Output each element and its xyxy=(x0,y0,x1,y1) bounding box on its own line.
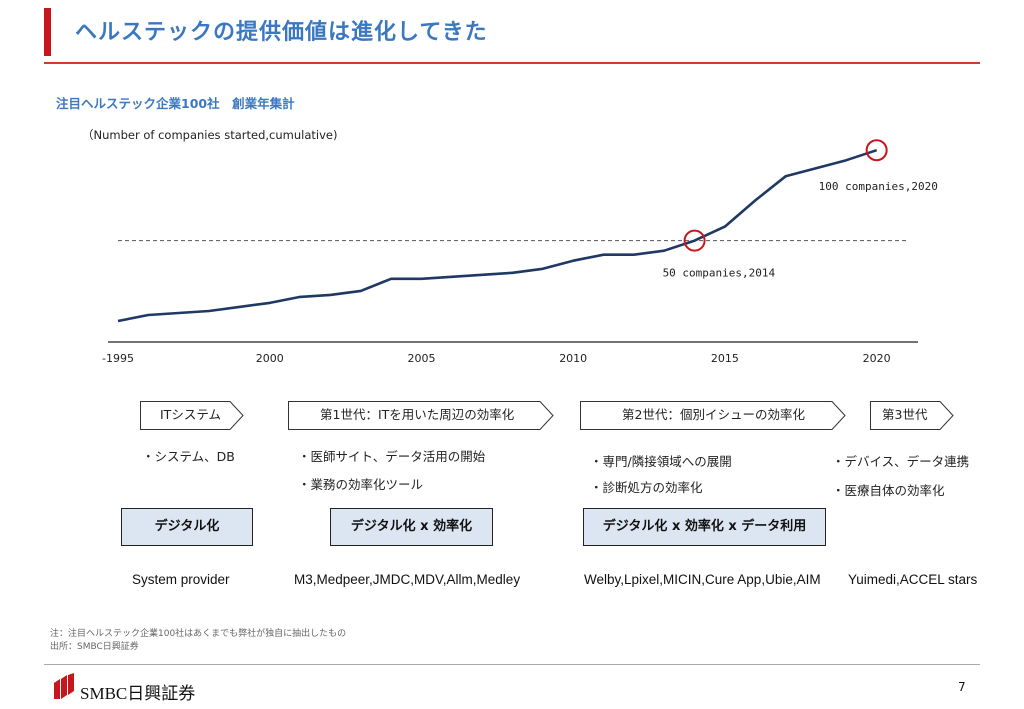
x-tick-label: 2000 xyxy=(256,352,284,365)
footnotes: 注：注目ヘルステック企業100社はあくまでも弊社が独自に抽出したもの 出所：SM… xyxy=(50,628,346,654)
bullet-item: ・業務の効率化ツール xyxy=(298,477,424,492)
series-line xyxy=(117,148,878,323)
bullet-item: ・システム、DB xyxy=(142,449,235,464)
page-title: ヘルステックの提供価値は進化してきた xyxy=(75,20,488,45)
value-box: デジタル化 x 効率化 xyxy=(330,508,493,546)
smbc-logo-icon xyxy=(54,673,74,699)
highlight-marker xyxy=(683,229,706,252)
highlight-marker xyxy=(865,139,888,162)
page-number: 7 xyxy=(958,680,966,694)
company-list: System provider xyxy=(132,572,230,587)
bullet-item: ・医師サイト、データ活用の開始 xyxy=(298,449,486,464)
cumulative-line-chart: -1995 2000 2005 2010 2015 2020 50 companies,2… xyxy=(102,139,938,365)
value-box: デジタル化 x 効率化 x データ利用 xyxy=(583,508,826,546)
stage-label: 第1世代：ITを用いた周辺の効率化 xyxy=(320,407,515,422)
source-note: 出所：SMBC日興証券 xyxy=(50,642,139,652)
stage-arrow-gen1: 第1世代：ITを用いた周辺の効率化 xyxy=(288,401,554,431)
x-tick-label: -1995 xyxy=(102,352,134,365)
footnote: 注：注目ヘルステック企業100社はあくまでも弊社が独自に抽出したもの xyxy=(50,629,347,639)
stage-arrow-gen3: 第3世代 xyxy=(870,401,954,431)
x-tick-label: 2010 xyxy=(559,352,587,365)
company-list: Yuimedi,ACCEL stars xyxy=(848,572,978,587)
chart-title: 注目ヘルステック企業100社 創業年集計 xyxy=(56,96,295,111)
footer-divider xyxy=(44,664,980,665)
company-list: M3,Medpeer,JMDC,MDV,Allm,Medley xyxy=(294,572,521,587)
bullet-item: ・診断処方の効率化 xyxy=(590,480,703,495)
x-tick-label: 2005 xyxy=(407,352,435,365)
stage-arrow-it-system: ITシステム xyxy=(140,401,244,431)
stage-label: ITシステム xyxy=(160,407,221,422)
annotation-label: 50 companies,2014 xyxy=(663,267,776,280)
title-divider xyxy=(44,62,980,64)
stage-arrow-gen2: 第2世代：個別イシューの効率化 xyxy=(580,401,846,431)
x-tick-label: 2015 xyxy=(711,352,739,365)
stage-label: 第3世代 xyxy=(882,407,928,422)
value-box: デジタル化 xyxy=(121,508,253,546)
x-tick-label: 2020 xyxy=(863,352,891,365)
title-accent-bar xyxy=(44,8,51,56)
company-list: Welby,Lpixel,MICIN,Cure App,Ubie,AIM xyxy=(584,572,821,587)
company-logo-text: SMBC日興証券 xyxy=(80,684,196,703)
y-axis-label: （Number of companies started,cumulative) xyxy=(82,128,338,142)
bullet-item: ・医療自体の効率化 xyxy=(832,483,945,498)
stage-label: 第2世代：個別イシューの効率化 xyxy=(622,407,805,422)
annotation-label: 100 companies,2020 xyxy=(819,180,938,193)
bullet-item: ・専門/隣接領域への展開 xyxy=(590,454,732,469)
bullet-item: ・デバイス、データ連携 xyxy=(832,454,970,469)
